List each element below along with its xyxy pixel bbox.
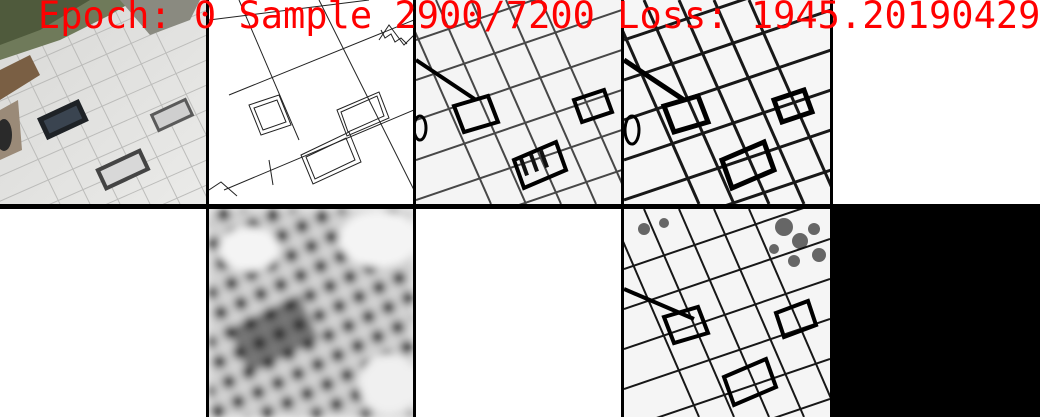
prediction-edges-c-tile <box>624 209 830 417</box>
prediction-edges-b-image <box>624 0 831 204</box>
prediction-edges-a-tile <box>416 0 622 204</box>
ground-truth-edges-image <box>209 0 414 197</box>
input-aerial-photo-tile <box>0 0 207 204</box>
aerial-photo-image <box>0 0 207 204</box>
blank-white-tile-r2c3 <box>416 209 621 417</box>
prediction-edges-c-image <box>624 209 830 417</box>
prediction-edges-a-image <box>416 0 622 204</box>
blank-white-tile-r1c5 <box>833 0 1040 204</box>
training-status-text: Epoch: 0 Sample 2900/7200 Loss: 1945.201… <box>38 0 1040 37</box>
blank-white-tile-r2c1 <box>0 209 206 417</box>
blurry-prediction-image <box>209 209 413 417</box>
blurry-prediction-tile <box>209 209 413 417</box>
divider-horizontal <box>0 204 1040 209</box>
ground-truth-edges-tile <box>209 0 414 204</box>
prediction-edges-b-tile <box>624 0 831 204</box>
blank-black-tile-r2c5 <box>833 209 1040 417</box>
